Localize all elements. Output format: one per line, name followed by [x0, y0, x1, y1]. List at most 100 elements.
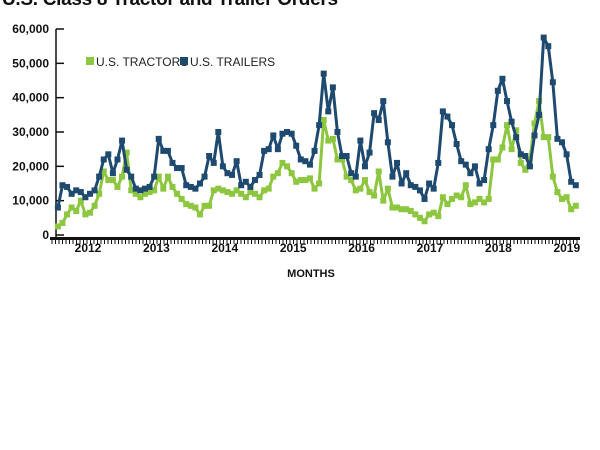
data-point-tractors: [531, 120, 538, 127]
data-point-trailers: [320, 70, 327, 77]
data-point-tractors: [320, 116, 327, 123]
data-point-tractors: [91, 202, 98, 209]
data-point-trailers: [206, 153, 213, 160]
data-point-trailers: [164, 147, 171, 154]
data-point-tractors: [343, 173, 350, 180]
data-point-trailers: [302, 158, 309, 165]
data-point-tractors: [366, 189, 373, 196]
data-point-tractors: [508, 146, 515, 153]
data-point-trailers: [531, 132, 538, 139]
data-point-tractors: [490, 156, 497, 163]
y-tick-label: 40,000: [12, 91, 49, 105]
data-point-tractors: [105, 177, 112, 184]
data-point-tractors: [123, 149, 130, 156]
data-point-tractors: [316, 180, 323, 187]
x-tick-label: 2019: [553, 241, 580, 255]
data-point-tractors: [114, 183, 121, 190]
data-point-trailers: [293, 142, 300, 149]
data-point-trailers: [398, 180, 405, 187]
data-point-trailers: [174, 165, 181, 172]
data-point-tractors: [119, 173, 126, 180]
data-point-tractors: [132, 190, 139, 197]
data-point-trailers: [380, 98, 387, 105]
data-point-trailers: [215, 129, 222, 135]
x-tick-label: 2017: [417, 241, 444, 255]
data-point-trailers: [526, 163, 533, 170]
data-point-tractors: [416, 214, 423, 221]
data-point-trailers: [444, 113, 451, 120]
data-point-trailers: [384, 139, 391, 146]
data-point-trailers: [554, 135, 561, 142]
data-point-tractors: [348, 177, 355, 184]
data-point-tractors: [279, 159, 286, 166]
data-point-trailers: [141, 185, 148, 192]
data-point-tractors: [380, 197, 387, 204]
data-point-tractors: [430, 209, 437, 216]
data-point-tractors: [563, 194, 570, 201]
data-point-trailers: [343, 153, 350, 160]
data-point-tractors: [155, 173, 162, 180]
data-point-tractors: [357, 185, 364, 192]
data-point-tractors: [192, 204, 199, 211]
data-point-tractors: [251, 190, 258, 197]
data-point-tractors: [238, 190, 245, 197]
data-point-tractors: [201, 202, 208, 209]
data-point-tractors: [178, 195, 185, 202]
data-point-tractors: [64, 211, 71, 218]
data-point-trailers: [82, 194, 89, 201]
data-point-trailers: [261, 147, 268, 154]
data-point-trailers: [238, 182, 245, 189]
data-point-tractors: [128, 187, 135, 194]
data-point-trailers: [247, 183, 254, 190]
data-point-trailers: [128, 173, 135, 180]
data-point-tractors: [572, 202, 579, 209]
data-point-trailers: [426, 180, 433, 187]
data-point-trailers: [96, 173, 103, 180]
data-point-trailers: [513, 134, 520, 141]
data-point-trailers: [540, 34, 547, 41]
data-point-trailers: [151, 173, 158, 180]
data-point-tractors: [352, 187, 359, 194]
data-point-tractors: [77, 197, 84, 204]
data-point-tractors: [458, 194, 465, 201]
data-point-tractors: [242, 194, 249, 201]
data-point-tractors: [334, 156, 341, 163]
data-point-tractors: [494, 156, 501, 163]
data-point-tractors: [96, 190, 103, 197]
x-tick-label: 2012: [75, 241, 102, 255]
data-point-tractors: [59, 219, 66, 226]
data-point-trailers: [297, 156, 304, 163]
data-point-tractors: [545, 134, 552, 141]
data-point-trailers: [270, 132, 277, 139]
data-point-tractors: [435, 213, 442, 220]
data-point-tractors: [426, 211, 433, 218]
x-tick-label: 2015: [280, 241, 307, 255]
data-point-trailers: [160, 147, 167, 154]
legend-label-trailers: U.S. TRAILERS: [190, 55, 275, 69]
data-point-tractors: [462, 182, 469, 189]
x-axis-title: MONTHS: [287, 268, 335, 280]
data-point-trailers: [306, 161, 313, 168]
data-point-trailers: [439, 108, 446, 115]
data-point-trailers: [233, 158, 240, 165]
data-point-trailers: [549, 79, 556, 86]
data-point-trailers: [522, 153, 529, 160]
data-point-tractors: [375, 168, 382, 175]
data-point-trailers: [458, 158, 465, 165]
data-point-trailers: [559, 139, 566, 146]
data-point-trailers: [490, 122, 497, 129]
data-point-tractors: [504, 122, 511, 129]
data-point-tractors: [196, 211, 203, 218]
data-point-trailers: [192, 185, 199, 192]
data-point-tractors: [471, 199, 478, 206]
data-point-trailers: [288, 130, 295, 137]
data-point-trailers: [109, 170, 116, 177]
data-point-tractors: [403, 206, 410, 213]
data-point-tractors: [270, 173, 277, 180]
data-point-trailers: [105, 151, 112, 158]
data-point-trailers: [536, 111, 543, 118]
data-point-trailers: [146, 183, 153, 190]
data-point-trailers: [545, 43, 552, 50]
data-point-trailers: [114, 156, 121, 163]
y-tick-label: 10,000: [12, 194, 49, 208]
